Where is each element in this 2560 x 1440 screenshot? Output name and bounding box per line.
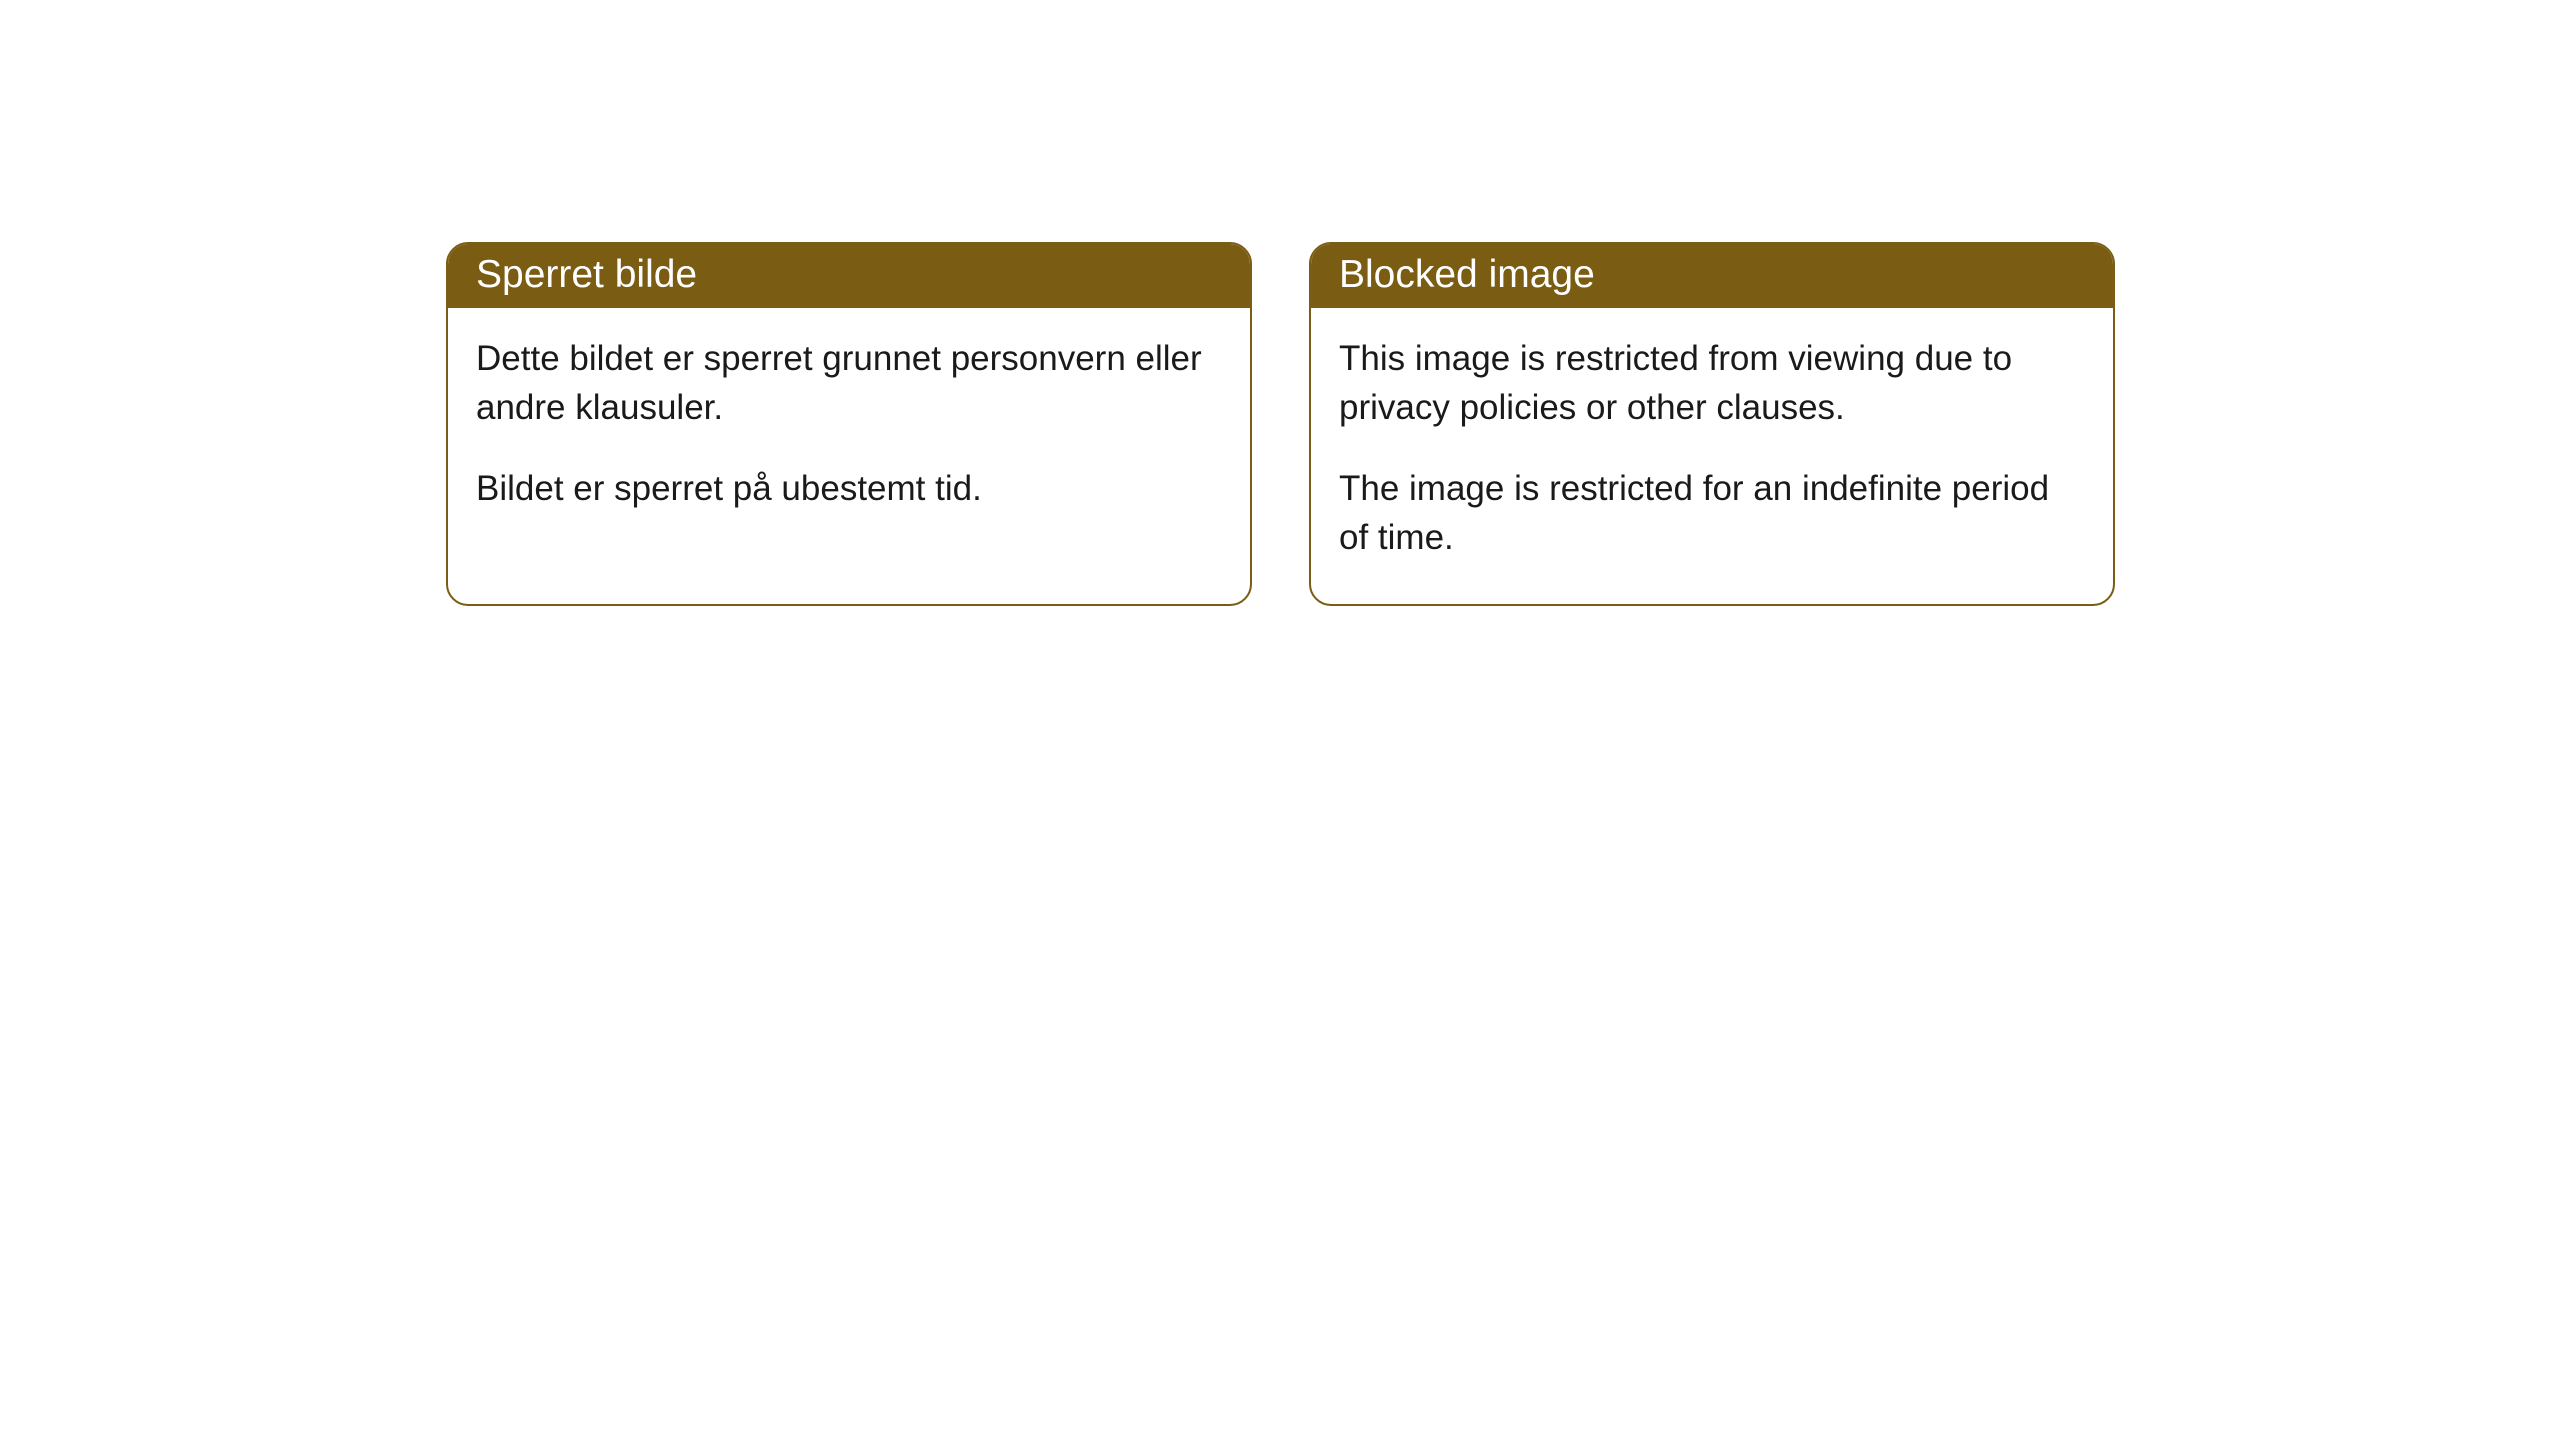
card-paragraph: This image is restricted from viewing du… [1339, 334, 2085, 432]
card-body-english: This image is restricted from viewing du… [1311, 308, 2113, 604]
card-paragraph: Bildet er sperret på ubestemt tid. [476, 464, 1222, 513]
card-paragraph: Dette bildet er sperret grunnet personve… [476, 334, 1222, 432]
card-title: Blocked image [1339, 253, 1595, 296]
notice-cards-container: Sperret bilde Dette bildet er sperret gr… [0, 0, 2560, 606]
notice-card-norwegian: Sperret bilde Dette bildet er sperret gr… [446, 242, 1252, 606]
notice-card-english: Blocked image This image is restricted f… [1309, 242, 2115, 606]
card-body-norwegian: Dette bildet er sperret grunnet personve… [448, 308, 1250, 555]
card-title: Sperret bilde [476, 253, 697, 296]
card-paragraph: The image is restricted for an indefinit… [1339, 464, 2085, 562]
card-header-english: Blocked image [1311, 244, 2113, 308]
card-header-norwegian: Sperret bilde [448, 244, 1250, 308]
